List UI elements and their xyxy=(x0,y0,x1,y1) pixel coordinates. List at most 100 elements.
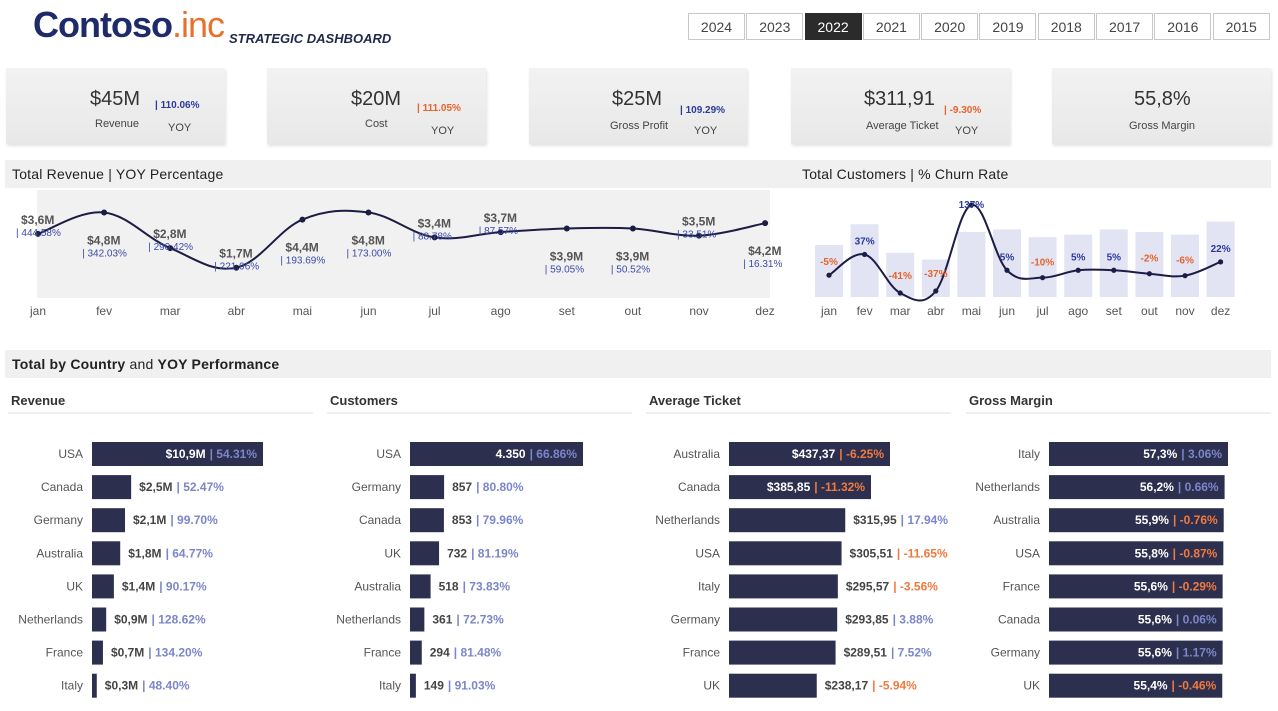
year-button-2024[interactable]: 2024 xyxy=(688,13,745,40)
country-bar[interactable] xyxy=(410,640,422,665)
customer-bar[interactable] xyxy=(1171,234,1199,297)
country-bar[interactable] xyxy=(729,607,838,632)
kpi-yoy-label: YOY xyxy=(431,125,455,137)
churn-point[interactable] xyxy=(1146,271,1152,277)
year-button-2018[interactable]: 2018 xyxy=(1037,13,1095,40)
country-name: Australia xyxy=(673,447,720,461)
churn-point[interactable] xyxy=(862,251,868,258)
country-value: 518 xyxy=(439,579,459,593)
customer-bar[interactable] xyxy=(1028,237,1057,297)
country-name: Netherlands xyxy=(655,513,720,527)
revenue-point[interactable] xyxy=(629,225,636,232)
country-bar[interactable] xyxy=(92,442,263,466)
churn-label: 5% xyxy=(1107,252,1122,263)
country-bar[interactable] xyxy=(92,508,126,533)
revenue-point[interactable] xyxy=(167,245,174,252)
country-bar[interactable] xyxy=(410,442,583,466)
year-button-2023[interactable]: 2023 xyxy=(746,13,804,40)
revenue-point[interactable] xyxy=(497,229,504,236)
churn-point[interactable] xyxy=(1004,267,1010,273)
churn-point[interactable] xyxy=(933,288,939,294)
country-value: $10,9M xyxy=(166,447,206,461)
country-yoy: | 80.80% xyxy=(476,480,524,494)
year-selector: 2024 2023 2022 2021 2020 2019 2018 2017 2016 2015 xyxy=(688,13,1271,40)
churn-point[interactable] xyxy=(897,290,903,296)
kpi-value: $25M xyxy=(612,88,663,110)
country-bar[interactable] xyxy=(729,574,838,599)
customer-bar[interactable] xyxy=(1099,229,1128,297)
revenue-point[interactable] xyxy=(101,209,108,216)
country-name: Canada xyxy=(998,613,1040,627)
country-bar[interactable] xyxy=(1049,442,1228,466)
year-button-2017[interactable]: 2017 xyxy=(1096,13,1154,40)
country-bar[interactable] xyxy=(729,508,846,533)
churn-point[interactable] xyxy=(1111,267,1117,273)
revenue-value-label: $4,8M xyxy=(87,233,120,247)
country-bar[interactable] xyxy=(92,574,114,599)
customer-bar[interactable] xyxy=(957,232,986,297)
country-bar[interactable] xyxy=(729,541,842,566)
revenue-point[interactable] xyxy=(365,209,372,216)
country-bar[interactable] xyxy=(410,508,444,533)
country-bar[interactable] xyxy=(1049,508,1224,533)
country-bar[interactable] xyxy=(1049,574,1223,599)
country-bar[interactable] xyxy=(729,475,872,500)
revenue-yoy-label: | 342.03% xyxy=(82,248,127,259)
country-bar[interactable] xyxy=(410,673,416,698)
year-button-2016[interactable]: 2016 xyxy=(1154,13,1212,40)
churn-point[interactable] xyxy=(968,202,974,208)
year-button-2019[interactable]: 2019 xyxy=(979,13,1037,40)
country-yoy: | 17.94% xyxy=(901,513,949,527)
revenue-x-tick: mai xyxy=(293,304,312,318)
revenue-point[interactable] xyxy=(762,220,769,227)
revenue-point[interactable] xyxy=(563,225,570,232)
country-yoy: | -11.32% xyxy=(814,480,865,494)
country-bar[interactable] xyxy=(92,673,97,698)
year-button-2022[interactable]: 2022 xyxy=(804,13,862,40)
year-button-2020[interactable]: 2020 xyxy=(921,13,979,40)
revenue-point[interactable] xyxy=(696,232,702,239)
country-bar-label: $385,85 | -11.32% xyxy=(767,480,865,494)
customer-bar[interactable] xyxy=(993,229,1021,297)
customer-bar[interactable] xyxy=(815,245,843,297)
kpi-card-cost: $20M Cost | 111.05% YOY xyxy=(267,68,486,144)
country-bar[interactable] xyxy=(92,607,107,632)
customer-bar[interactable] xyxy=(1135,232,1164,297)
revenue-point[interactable] xyxy=(233,264,240,271)
revenue-point[interactable] xyxy=(299,216,306,223)
customer-bar[interactable] xyxy=(1064,234,1093,297)
country-bar[interactable] xyxy=(410,574,431,599)
kpi-label: Revenue xyxy=(95,118,140,130)
country-bar[interactable] xyxy=(1049,640,1223,665)
country-bar[interactable] xyxy=(92,541,121,566)
country-bar[interactable] xyxy=(1049,541,1224,566)
churn-point[interactable] xyxy=(826,272,832,278)
churn-point[interactable] xyxy=(1040,275,1046,281)
country-bar[interactable] xyxy=(92,475,132,500)
year-button-2021[interactable]: 2021 xyxy=(862,13,920,40)
revenue-point[interactable] xyxy=(431,234,438,241)
customer-bar[interactable] xyxy=(886,252,915,297)
country-bar[interactable] xyxy=(92,640,103,665)
country-bar[interactable] xyxy=(1049,607,1223,632)
country-bar[interactable] xyxy=(410,541,440,566)
country-name: Italy xyxy=(1018,447,1040,461)
country-bar[interactable] xyxy=(410,475,445,500)
country-bar[interactable] xyxy=(729,673,817,698)
churn-point[interactable] xyxy=(1182,273,1188,279)
country-yoy: | 81.48% xyxy=(454,646,502,660)
country-value: $289,51 xyxy=(844,646,888,660)
revenue-point[interactable] xyxy=(35,230,41,237)
country-value: $238,17 xyxy=(825,679,869,693)
country-bar[interactable] xyxy=(1049,475,1225,500)
revenue-value-label: $4,4M xyxy=(285,241,318,255)
year-button-2015[interactable]: 2015 xyxy=(1212,13,1270,40)
country-bar[interactable] xyxy=(410,607,425,632)
country-bar[interactable] xyxy=(729,640,836,665)
country-bar[interactable] xyxy=(729,442,890,466)
country-value: 56,2% xyxy=(1140,480,1174,494)
churn-point[interactable] xyxy=(1075,267,1081,273)
revenue-x-tick: dez xyxy=(755,304,774,318)
churn-point[interactable] xyxy=(1218,259,1224,265)
country-bar[interactable] xyxy=(1049,673,1223,698)
